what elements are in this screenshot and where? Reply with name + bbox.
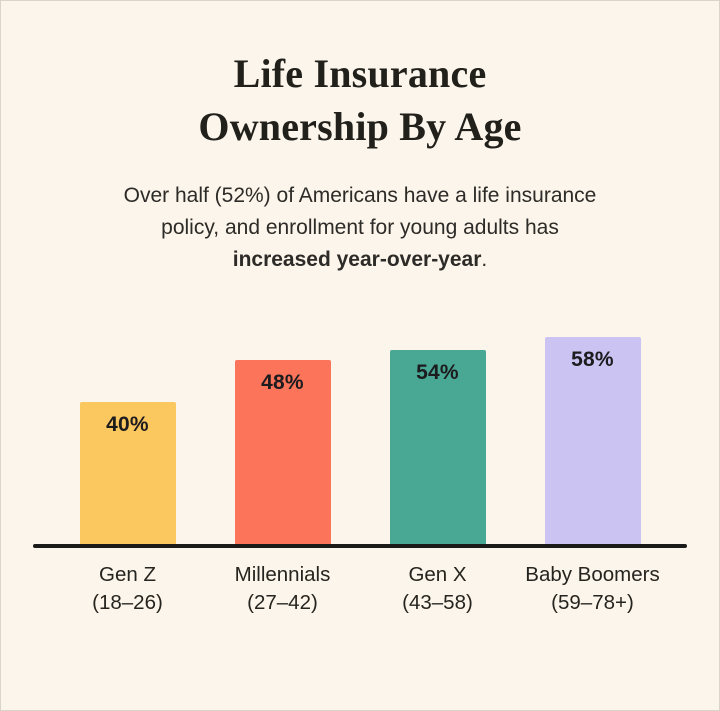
x-axis-labels: Gen Z (18–26) Millennials (27–42) Gen X (43–5…	[50, 561, 670, 617]
category-name: Gen X	[408, 563, 467, 586]
subtitle-line1: Over half (52%) of Americans have a life…	[123, 184, 597, 207]
category-name: Millennials	[234, 563, 331, 586]
subtitle-period: .	[481, 248, 488, 271]
category-age-range: (59–78+)	[551, 591, 634, 614]
category-age-range: (43–58)	[402, 591, 473, 614]
category-age-range: (18–26)	[92, 591, 163, 614]
bar-cell: 40%	[50, 402, 205, 544]
page-title: Life Insurance Ownership By Age	[1, 47, 719, 153]
category-age-range: (27–42)	[247, 591, 318, 614]
subtitle-line3: increased year-over-year.	[1, 244, 719, 276]
category-label: Baby Boomers (59–78+)	[515, 561, 670, 617]
subtitle-line2: policy, and enrollment for young adults …	[161, 216, 559, 239]
bar-chart: 40% 48% 54% 58%	[50, 337, 670, 544]
bar: 40%	[79, 402, 176, 544]
category-name: Gen Z	[99, 563, 156, 586]
bar-cell: 54%	[360, 350, 515, 544]
bar-value-label: 58%	[571, 348, 614, 371]
bar-value-label: 54%	[416, 361, 459, 384]
bar-value-label: 40%	[106, 413, 149, 436]
category-label: Gen X (43–58)	[360, 561, 515, 617]
subtitle: Over half (52%) of Americans have a life…	[1, 180, 719, 276]
category-label: Millennials (27–42)	[205, 561, 360, 617]
subtitle-bold-text: increased year-over-year	[232, 248, 482, 271]
page-title-line1: Life Insurance	[233, 51, 487, 96]
category-name: Baby Boomers	[525, 563, 660, 586]
bar: 58%	[544, 337, 641, 544]
category-label: Gen Z (18–26)	[50, 561, 205, 617]
x-axis-line	[33, 544, 687, 548]
bar: 48%	[234, 360, 331, 544]
bar-cell: 58%	[515, 337, 670, 544]
bar-value-label: 48%	[261, 371, 304, 394]
page-title-line2: Ownership By Age	[198, 104, 522, 149]
bar-cell: 48%	[205, 360, 360, 544]
bar: 54%	[389, 350, 486, 544]
